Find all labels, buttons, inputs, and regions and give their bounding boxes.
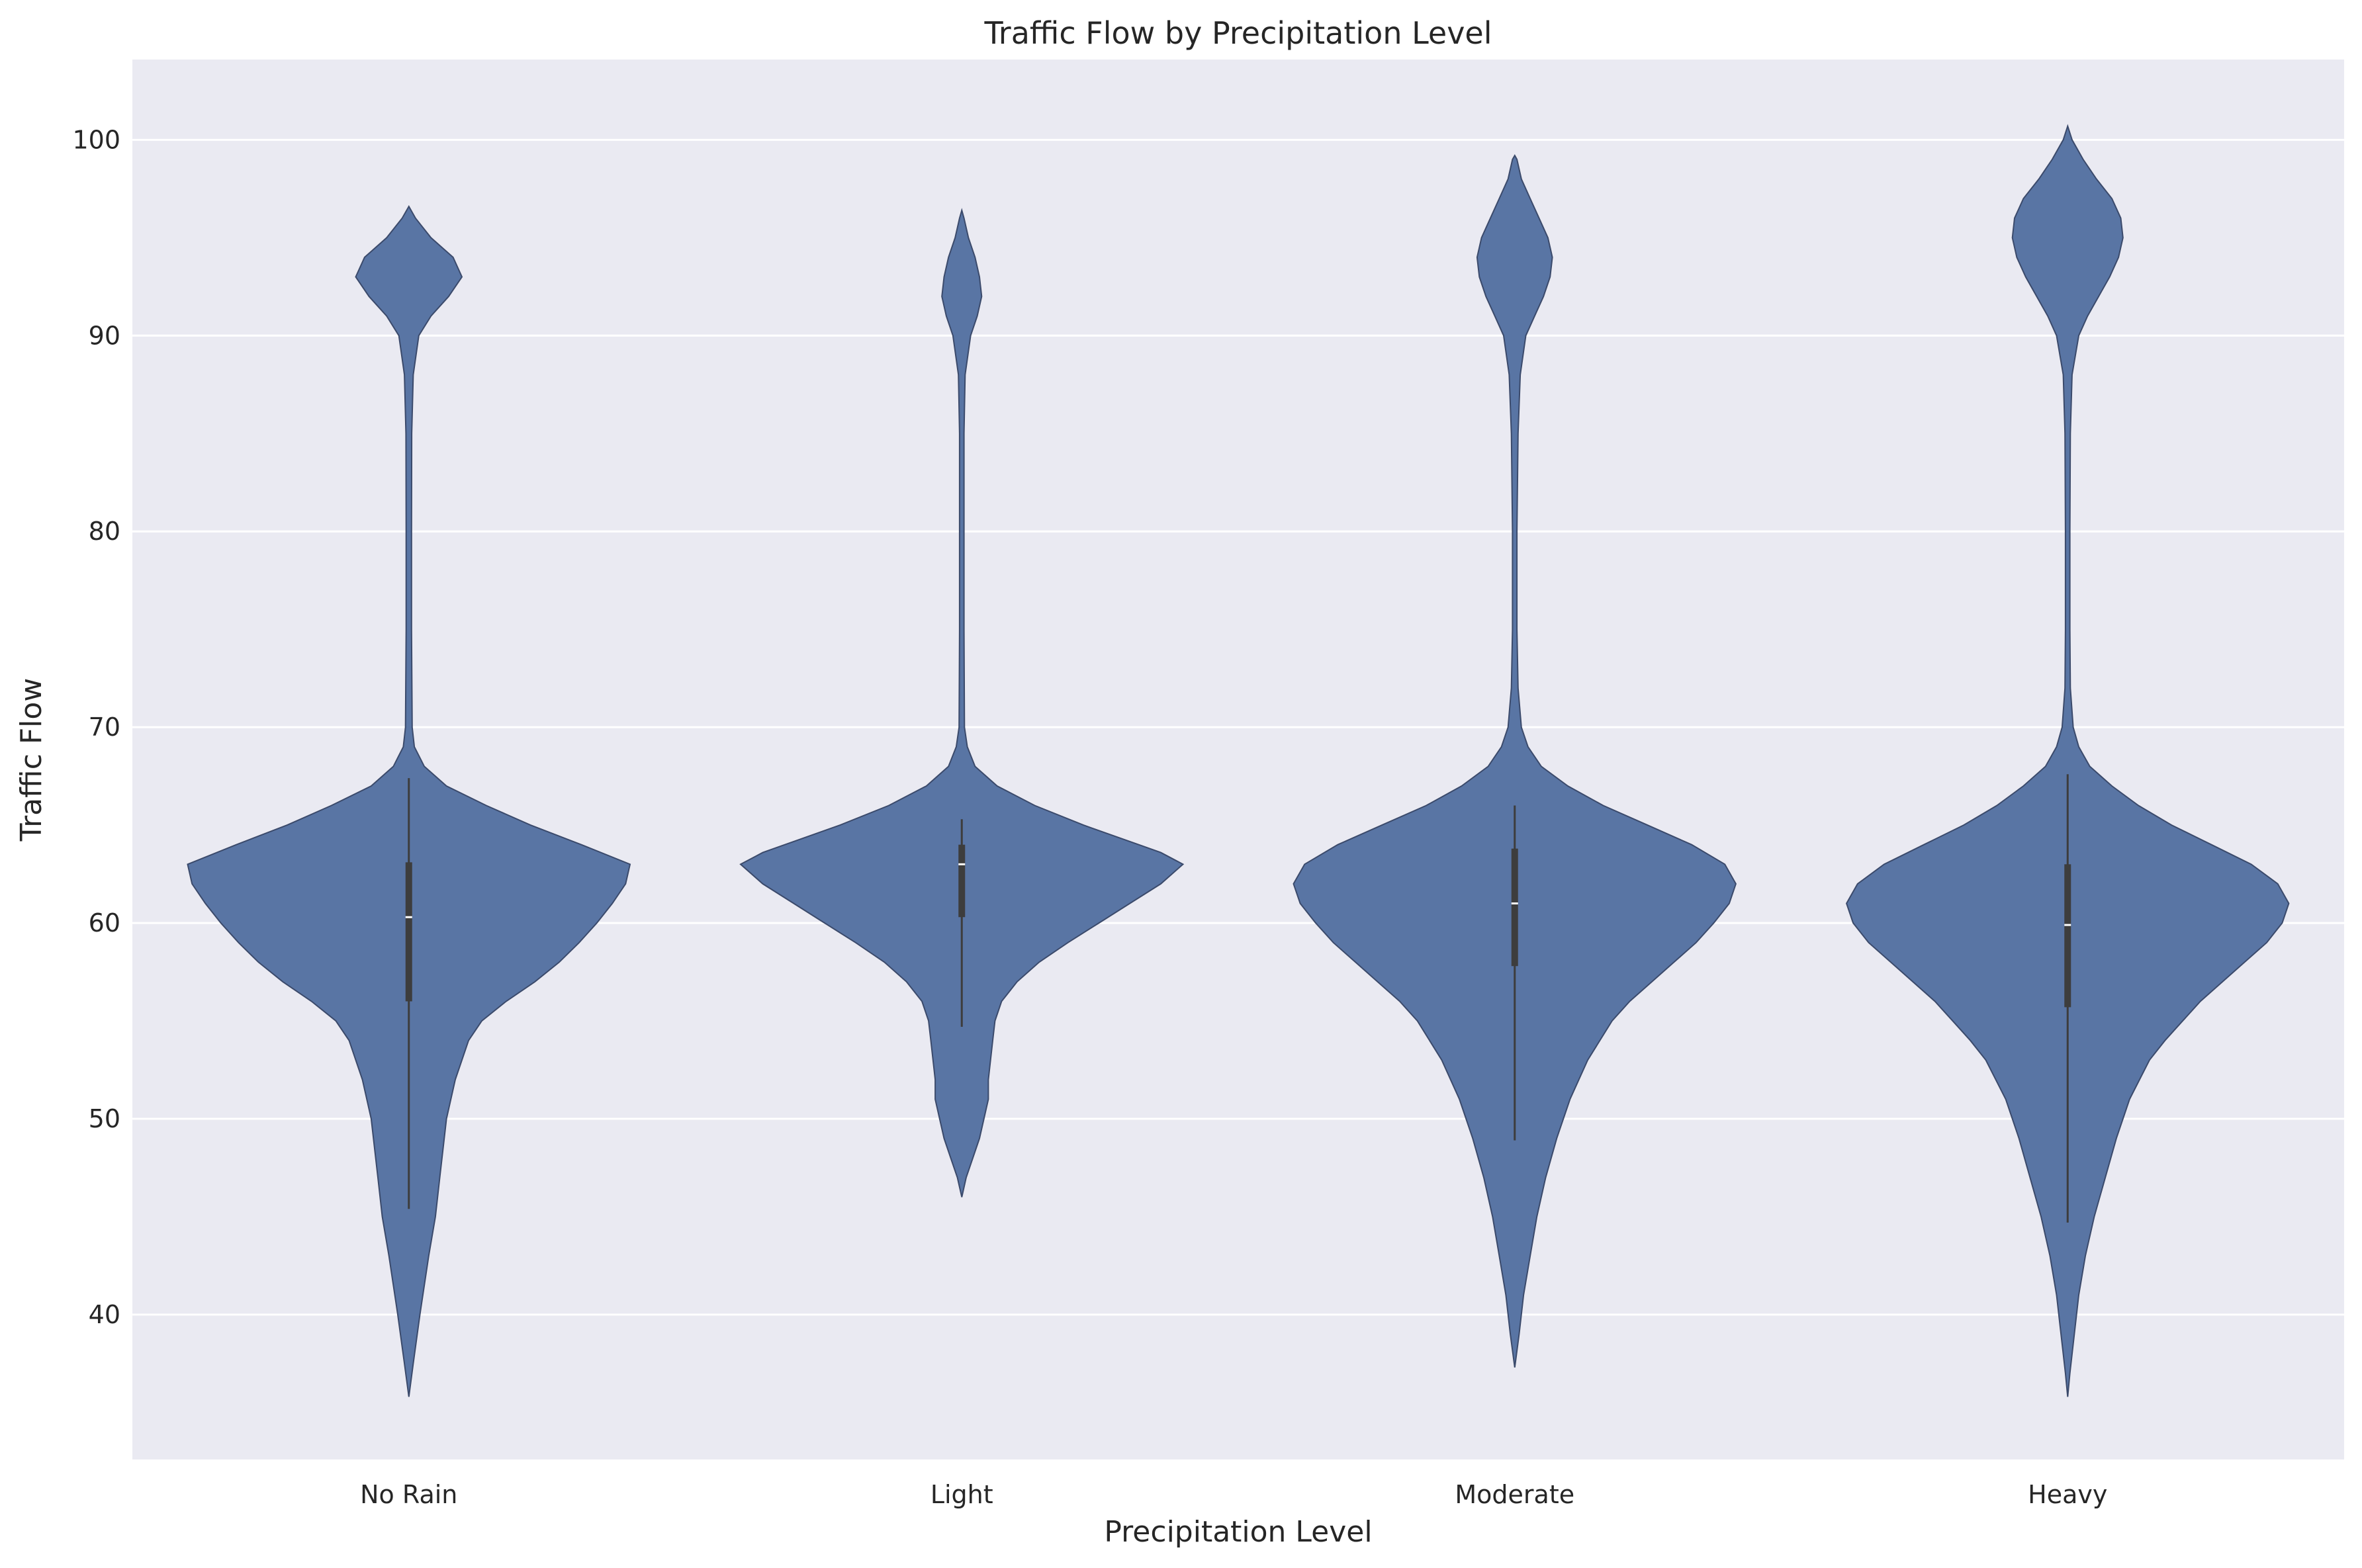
plot-area xyxy=(132,60,2344,1459)
y-tick-label: 80 xyxy=(89,517,120,546)
violin-moderate xyxy=(1293,153,1737,1368)
violin-heavy xyxy=(1846,124,2290,1397)
x-tick-labels: No Rain Light Moderate Heavy xyxy=(360,1480,2107,1509)
iqr-box xyxy=(2064,864,2071,1008)
x-tick-label: Heavy xyxy=(2028,1480,2107,1509)
violin-light xyxy=(739,208,1185,1198)
x-tick-label: No Rain xyxy=(360,1480,457,1509)
y-tick-label: 50 xyxy=(89,1104,120,1133)
y-tick-label: 90 xyxy=(89,321,120,350)
iqr-box xyxy=(958,844,966,918)
iqr-box xyxy=(1511,848,1518,967)
y-tick-label: 70 xyxy=(89,713,120,742)
x-tick-label: Moderate xyxy=(1455,1480,1574,1509)
violins xyxy=(187,124,2290,1397)
chart-title: Traffic Flow by Precipitation Level xyxy=(983,15,1492,51)
iqr-box xyxy=(405,862,412,1002)
y-tick-label: 60 xyxy=(89,908,120,937)
y-axis-label: Traffic Flow xyxy=(15,678,48,842)
y-tick-label: 40 xyxy=(89,1300,120,1329)
y-tick-labels: 40 50 60 70 80 90 100 xyxy=(72,125,120,1329)
y-tick-label: 100 xyxy=(72,125,120,154)
x-tick-label: Light xyxy=(931,1480,993,1509)
x-axis-label: Precipitation Level xyxy=(1104,1515,1372,1549)
